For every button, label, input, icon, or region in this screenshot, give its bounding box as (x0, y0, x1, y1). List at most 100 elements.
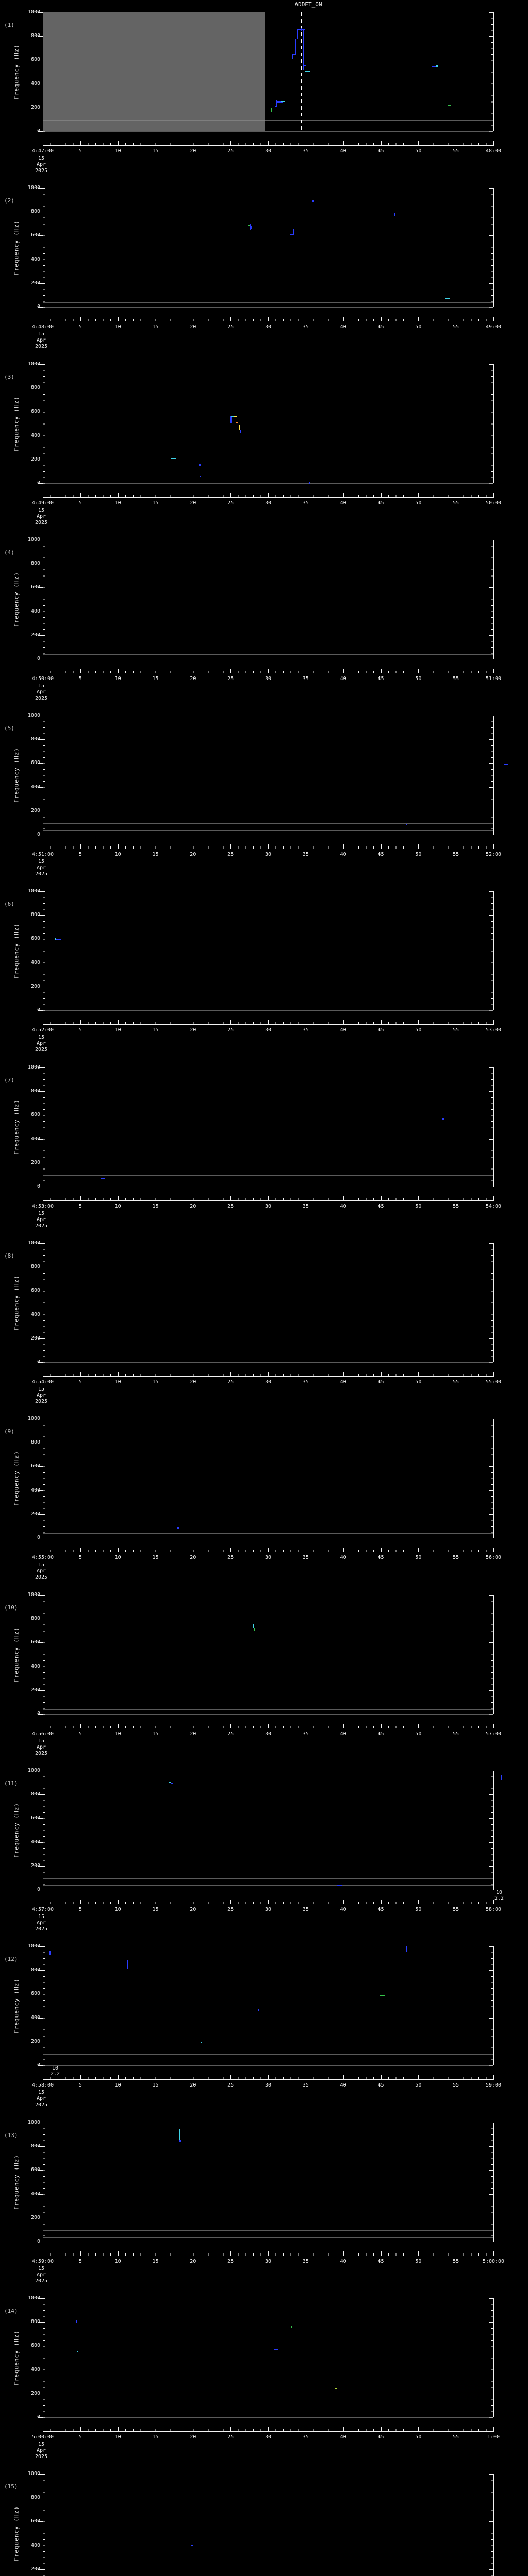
x-tick-label: 10 (114, 2259, 121, 2264)
y-minor-ticks (491, 540, 493, 659)
y-axis-label: Frequency (Hz) (13, 572, 20, 627)
y-major-tick (38, 1091, 43, 1092)
y-major-tick (489, 2521, 493, 2522)
x-major-tick (418, 493, 419, 497)
x-tick-label: 5 (78, 852, 82, 857)
y-major-tick (38, 787, 43, 788)
x-major-tick (343, 1900, 344, 1904)
x-major-tick (268, 141, 269, 145)
x-end-label: 48:00 (485, 148, 502, 154)
panel-index-label: (6) (4, 901, 14, 907)
x-major-tick (268, 1548, 269, 1552)
x-tick-label: 25 (227, 2082, 234, 2088)
x-major-tick (418, 2075, 419, 2079)
event-marker (293, 53, 296, 55)
x-tick-label: 10 (114, 500, 121, 506)
x-tick-label: 10 (114, 1204, 121, 1209)
x-tick-label: 35 (302, 2082, 309, 2088)
y-minor-ticks (491, 1946, 493, 2066)
y-tick-label: 200 (30, 456, 40, 462)
x-major-tick (230, 1196, 232, 1200)
y-tick-label: 800 (30, 2319, 40, 2325)
x-tick-label: 35 (302, 500, 309, 506)
y-major-tick (489, 1514, 493, 1515)
y-major-tick (489, 2569, 493, 2570)
x-major-tick (268, 844, 269, 849)
x-major-tick (493, 1900, 494, 1904)
y-major-tick (489, 891, 493, 892)
x-tick-label: 20 (190, 1204, 196, 1209)
x-start-label: 4:47:00 (31, 148, 54, 154)
x-tick-label: 45 (377, 148, 384, 154)
event-marker (253, 1624, 254, 1629)
y-minor-ticks (43, 1243, 45, 1363)
x-major-tick (118, 1548, 119, 1552)
y-tick-label: 600 (30, 2343, 40, 2349)
y-axis-right-spine (493, 188, 494, 307)
y-axis-label: Frequency (Hz) (13, 1803, 20, 1858)
x-tick-label: 50 (415, 1555, 422, 1561)
x-major-tick (381, 1548, 382, 1552)
y-major-tick (38, 915, 43, 916)
y-tick-label: 200 (30, 807, 40, 814)
panel-index-label: (14) (4, 2308, 18, 2314)
x-major-tick (381, 493, 382, 497)
event-marker (393, 213, 395, 216)
x-start-label: 4:53:00 (31, 1204, 54, 1209)
y-minor-ticks (491, 891, 493, 1011)
x-major-tick (343, 2075, 344, 2079)
corner-note: 2.2 (494, 1895, 504, 1901)
date-label: 2025 (35, 1047, 48, 1053)
y-tick-label: 600 (30, 1287, 40, 1294)
event-marker (280, 100, 285, 102)
event-marker (501, 1775, 502, 1780)
y-tick-label: 600 (30, 1639, 40, 1646)
event-marker (308, 482, 310, 484)
date-label: 15 (38, 1738, 45, 1744)
date-label: 2025 (35, 344, 48, 349)
x-tick-label: 50 (415, 2259, 422, 2264)
y-tick-label: 800 (30, 385, 40, 391)
x-major-tick (381, 669, 382, 673)
x-major-tick (80, 1900, 81, 1904)
x-major-tick (381, 2251, 382, 2256)
event-marker (442, 1118, 444, 1121)
y-major-tick (489, 2170, 493, 2171)
y-major-tick (489, 1490, 493, 1491)
x-major-tick (381, 1724, 382, 1728)
x-tick-label: 30 (265, 1555, 272, 1561)
y-axis-label: Frequency (Hz) (13, 1627, 20, 1682)
y-tick-label: 800 (30, 1439, 40, 1446)
date-label: 15 (38, 1386, 45, 1392)
x-major-tick (343, 1548, 344, 1552)
x-major-tick (343, 2251, 344, 2256)
x-start-label: 4:48:00 (31, 324, 54, 330)
band-hline (43, 1709, 493, 1710)
x-tick-label: 50 (415, 1907, 422, 1912)
x-tick-label: 10 (114, 324, 121, 330)
event-marker (101, 1177, 105, 1179)
y-minor-ticks (491, 1067, 493, 1187)
x-major-tick (80, 1020, 81, 1024)
y-major-tick (489, 635, 493, 636)
y-axis-label: Frequency (Hz) (13, 1978, 20, 2033)
x-major-tick (343, 493, 344, 497)
x-major-tick (493, 141, 494, 145)
y-major-tick (38, 1243, 43, 1244)
x-major-tick (80, 317, 81, 321)
x-tick-label: 20 (190, 1027, 196, 1033)
x-tick-label: 45 (377, 1555, 384, 1561)
date-label: 15 (38, 1035, 45, 1040)
y-major-tick (38, 12, 43, 13)
date-label: Apr (36, 1568, 46, 1574)
x-tick-label: 50 (415, 1204, 422, 1209)
x-tick-label: 10 (114, 852, 121, 857)
y-tick-label: 400 (30, 432, 40, 438)
y-major-tick (489, 1243, 493, 1244)
y-axis-right-spine (493, 1067, 494, 1187)
date-label: Apr (36, 1217, 46, 1223)
x-tick-label: 30 (265, 1907, 272, 1912)
y-major-tick (38, 2417, 43, 2418)
y-tick-label: 600 (30, 2167, 40, 2173)
y-axis-label: Frequency (Hz) (13, 1451, 20, 1506)
